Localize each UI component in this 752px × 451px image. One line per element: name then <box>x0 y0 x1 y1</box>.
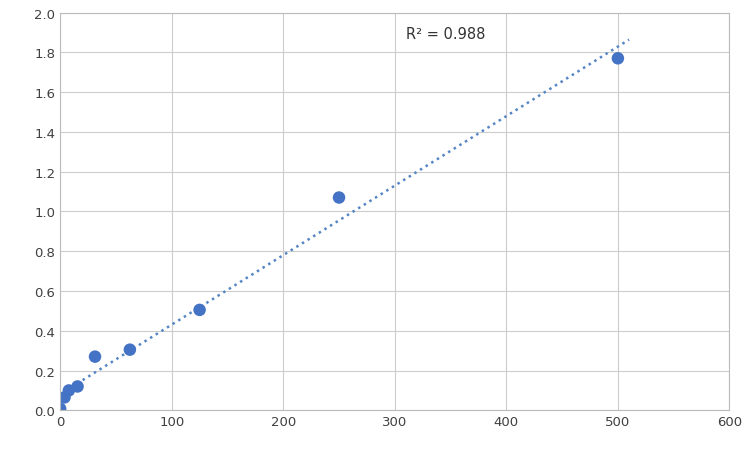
Point <box>612 55 624 63</box>
Point <box>54 405 66 412</box>
Point <box>63 387 75 394</box>
Point <box>193 307 205 314</box>
Point <box>124 346 136 354</box>
Point <box>71 383 83 390</box>
Text: R² = 0.988: R² = 0.988 <box>406 28 485 42</box>
Point <box>89 353 101 360</box>
Point <box>333 194 345 202</box>
Point <box>59 394 71 401</box>
